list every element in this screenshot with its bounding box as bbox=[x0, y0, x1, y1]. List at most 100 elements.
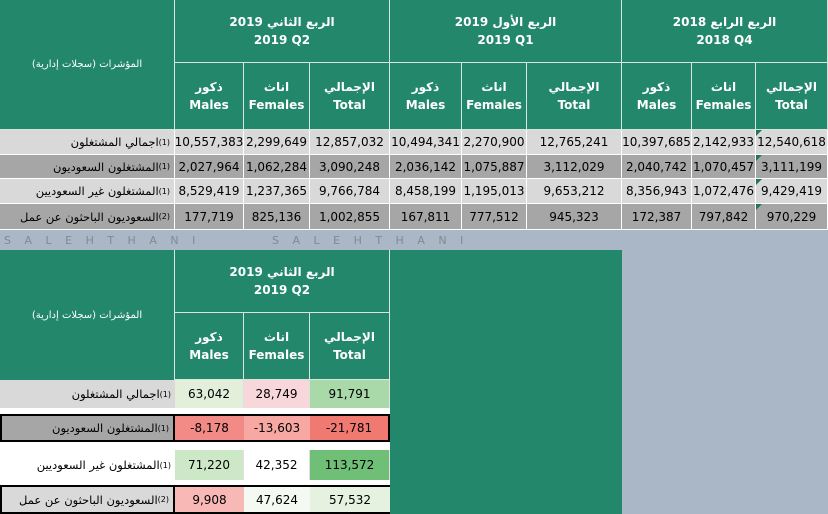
table-cell: 777,512 bbox=[462, 204, 527, 230]
table-cell: 3,090,248 bbox=[310, 155, 390, 179]
row-label-text: المشتغلون غير السعوديين bbox=[36, 458, 160, 472]
col-label-ar: ذكور bbox=[195, 79, 223, 94]
table-cell: 10,557,383 bbox=[175, 130, 244, 155]
row-label-text: اجمالي المشتغلون bbox=[70, 135, 159, 149]
footnote-marker: (1) bbox=[159, 460, 171, 470]
table-cell: 2,270,900 bbox=[462, 130, 527, 155]
col-header-females: اناث Females bbox=[692, 63, 756, 130]
table-cell: 177,719 bbox=[175, 204, 244, 230]
col-label-ar: ذكور bbox=[642, 79, 671, 94]
table-row-label: المشتغلون السعوديون (1) bbox=[0, 155, 175, 179]
table-cell: 12,540,618 bbox=[756, 130, 828, 155]
table-cell: 2,040,742 bbox=[622, 155, 692, 179]
col-label-en: Females bbox=[695, 98, 752, 112]
period-ar: 2019 الربع الثاني bbox=[229, 264, 335, 279]
period-en: 2018 Q4 bbox=[696, 33, 753, 47]
footnote-marker: (1) bbox=[158, 137, 170, 147]
bottom-table-cell: 57,532 bbox=[310, 485, 390, 514]
comment-marker-icon bbox=[756, 204, 762, 210]
col-header-total: الإجمالي Total bbox=[310, 63, 390, 130]
table-row-label: اجمالي المشتغلون (1) bbox=[0, 130, 175, 155]
table-cell: 9,766,784 bbox=[310, 179, 390, 204]
col-label-ar: اناث bbox=[481, 79, 507, 94]
table-cell: 2,299,649 bbox=[244, 130, 310, 155]
col-label-en: Males bbox=[636, 98, 677, 112]
comment-marker-icon bbox=[756, 155, 762, 161]
col-header-males: ذكور Males bbox=[622, 63, 692, 130]
table-cell: 945,323 bbox=[527, 204, 622, 230]
table-cell: 2,027,964 bbox=[175, 155, 244, 179]
bottom-table-cell: 71,220 bbox=[175, 450, 244, 480]
indicator-header: المؤشرات (سجلات إدارية) bbox=[0, 0, 175, 130]
table-cell: 3,112,029 bbox=[527, 155, 622, 179]
row-label-text: السعوديون الباحثون عن عمل bbox=[20, 209, 159, 224]
bottom-table-cell: 28,749 bbox=[244, 380, 310, 408]
table-cell: 825,136 bbox=[244, 204, 310, 230]
table-row-label: السعوديون الباحثون عن عمل (2) bbox=[0, 204, 175, 230]
table-cell: 797,842 bbox=[692, 204, 756, 230]
row-separator bbox=[0, 442, 390, 450]
bottom-table-cell: 91,791 bbox=[310, 380, 390, 408]
table-cell: 8,529,419 bbox=[175, 179, 244, 204]
period-ar: 2019 الربع الأول bbox=[454, 14, 557, 29]
comment-marker-icon bbox=[756, 179, 762, 185]
footnote-marker: (1) bbox=[159, 389, 171, 399]
footnote-marker: (2) bbox=[158, 212, 170, 221]
table-cell: 1,062,284 bbox=[244, 155, 310, 179]
col-header-females: اناث Females bbox=[244, 63, 310, 130]
col-label-ar: الإجمالي bbox=[324, 79, 375, 94]
bottom-table-cell: -8,178 bbox=[175, 414, 244, 442]
col-label-en: Females bbox=[248, 98, 305, 112]
bottom-row-label: اجمالي المشتغلون (1) bbox=[0, 380, 175, 408]
bottom-table-cell: -21,781 bbox=[310, 414, 390, 442]
table-cell: 8,356,943 bbox=[622, 179, 692, 204]
table-cell: 8,458,199 bbox=[390, 179, 462, 204]
table-cell: 1,237,365 bbox=[244, 179, 310, 204]
period-ar: 2018 الربع الرابع bbox=[672, 14, 777, 29]
footnote-marker: (1) bbox=[157, 423, 169, 433]
col-header-females: اناث Females bbox=[462, 63, 527, 130]
col-label-en: Females bbox=[466, 98, 522, 112]
table-cell: 12,765,241 bbox=[527, 130, 622, 155]
table-cell: 9,429,419 bbox=[756, 179, 828, 204]
table-cell: 1,075,887 bbox=[462, 155, 527, 179]
row-label-text: المشتغلون السعوديون bbox=[53, 159, 159, 174]
table-cell: 172,387 bbox=[622, 204, 692, 230]
col-label-ar: الإجمالي bbox=[766, 79, 817, 94]
col-header-males: ذكور Males bbox=[390, 63, 462, 130]
row-separator bbox=[0, 480, 390, 485]
col-label-ar: اناث bbox=[710, 79, 737, 94]
period-en: 2019 Q2 bbox=[253, 33, 311, 47]
period-header-q1-2019: 2019 الربع الأول 2019 Q1 bbox=[390, 0, 622, 63]
bottom-row-label: المشتغلون غير السعوديين (1) bbox=[0, 450, 175, 480]
table-cell: 970,229 bbox=[756, 204, 828, 230]
table-cell: 9,653,212 bbox=[527, 179, 622, 204]
table-cell: 1,072,476 bbox=[692, 179, 756, 204]
table-cell: 1,002,855 bbox=[310, 204, 390, 230]
col-label-en: Females bbox=[248, 348, 305, 362]
footnote-marker: (1) bbox=[158, 186, 170, 196]
bottom-table-cell: 42,352 bbox=[244, 450, 310, 480]
row-label-text: المشتغلون غير السعوديين bbox=[35, 184, 159, 198]
bottom-row-label: السعوديون الباحثون عن عمل (2) bbox=[0, 485, 175, 514]
indicator-header-bottom: المؤشرات (سجلات إدارية) bbox=[0, 250, 175, 380]
col-label-ar: اناث bbox=[263, 329, 290, 344]
col-header-total: الإجمالي Total bbox=[527, 63, 622, 130]
table-cell: 10,397,685 bbox=[622, 130, 692, 155]
col-label-ar: اناث bbox=[263, 79, 290, 94]
col-label-en: Males bbox=[405, 98, 446, 112]
bottom-table-cell: -13,603 bbox=[244, 414, 310, 442]
bottom-col-header-total: الإجمالي Total bbox=[310, 313, 390, 380]
watermark-right: S A L E H T H A N I bbox=[272, 234, 469, 247]
bottom-green-panel bbox=[390, 250, 622, 514]
table-cell: 2,142,933 bbox=[692, 130, 756, 155]
row-label-text: السعوديون الباحثون عن عمل bbox=[19, 492, 158, 507]
bottom-period-header: 2019 الربع الثاني 2019 Q2 bbox=[175, 250, 390, 313]
table-cell: 1,195,013 bbox=[462, 179, 527, 204]
col-label-ar: ذكور bbox=[195, 329, 223, 344]
row-label-text: اجمالي المشتغلون bbox=[71, 387, 160, 401]
table-cell: 1,070,457 bbox=[692, 155, 756, 179]
row-label-text: المشتغلون السعوديون bbox=[52, 421, 158, 435]
table-row-label: المشتغلون غير السعوديين (1) bbox=[0, 179, 175, 204]
table-cell: 10,494,341 bbox=[390, 130, 462, 155]
